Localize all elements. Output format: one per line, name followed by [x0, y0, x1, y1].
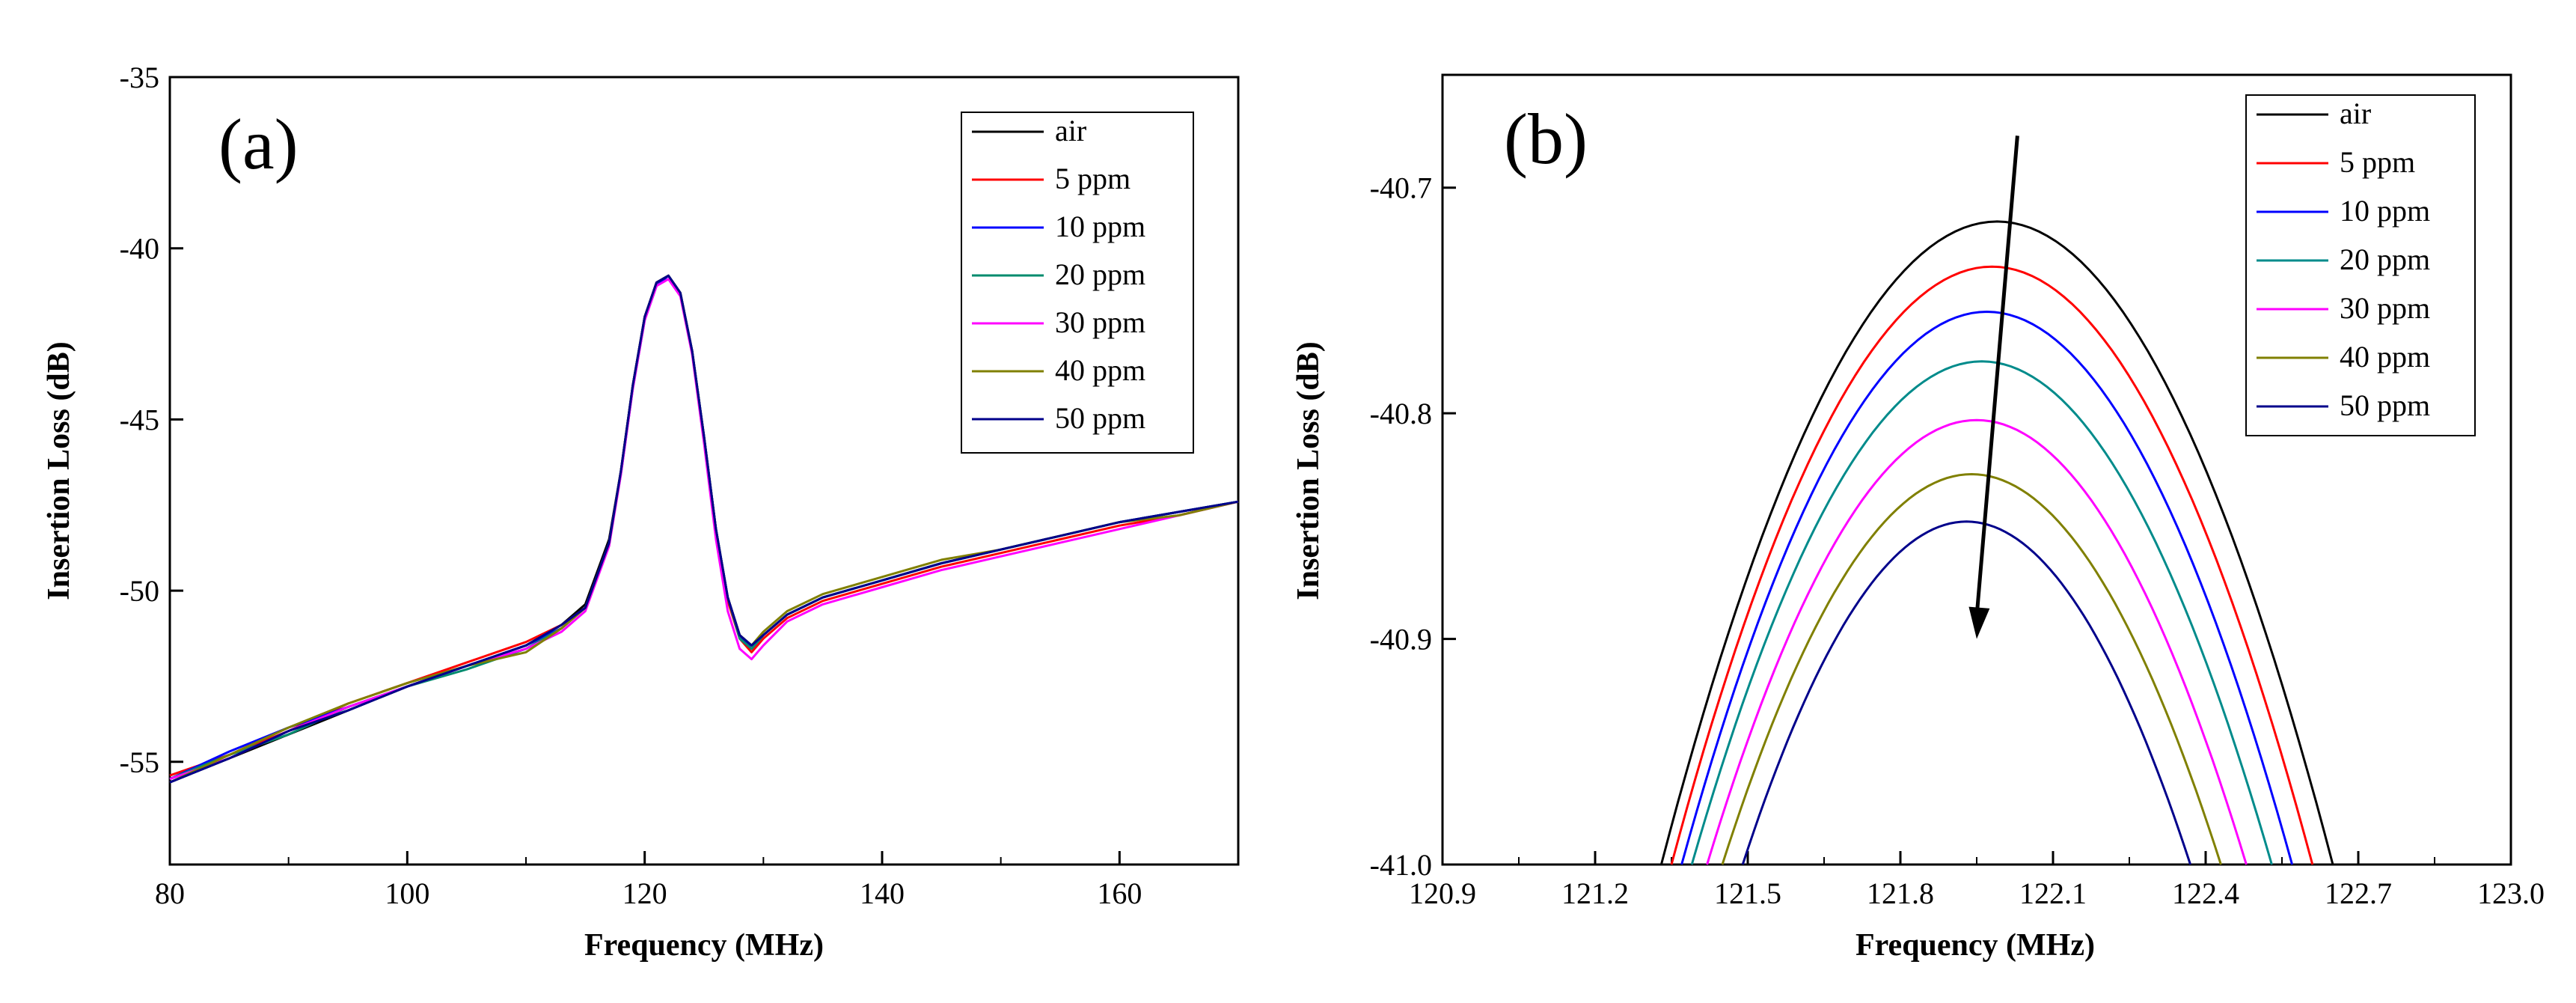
panel-a-ytick-label: -50	[120, 574, 159, 608]
panel-a-ticks: 80 100 120 140 160 -35 -40 -45 -50 -55	[120, 61, 1142, 910]
panel-b-legend-frame	[2245, 94, 2476, 436]
peak-curve-air	[1659, 220, 2334, 865]
panel-b-ytick-label: -40.9	[1370, 623, 1432, 656]
panel-a-legend: air 5 ppm 10 ppm 20 ppm 30 ppm 40 ppm 50 ppm	[961, 112, 1194, 454]
panel-a-ylabel: Insertion Loss (dB)	[42, 341, 76, 600]
panel-a-legend-frame	[961, 112, 1194, 454]
panel-b-legend-entry: 5 ppm	[2340, 145, 2415, 179]
panel-b-legend-entry: 40 ppm	[2340, 340, 2430, 374]
panel-b-xtick-label: 123.0	[2477, 877, 2545, 910]
peak-curve-20-ppm	[1690, 360, 2273, 865]
panel-b-xtick-label: 122.4	[2172, 877, 2239, 910]
panel-a-legend-entry: 40 ppm	[1055, 353, 1145, 387]
panel-b-legend-entry: 50 ppm	[2340, 388, 2430, 422]
panel-a-xtick-label: 80	[155, 877, 185, 910]
panel-a-xtick-label: 120	[622, 877, 667, 910]
panel-b-ytick-label: -41.0	[1370, 848, 1432, 882]
panel-b-legend-entry: 20 ppm	[2340, 243, 2430, 276]
panel-a-series	[169, 274, 1239, 784]
panel-b-xtick-label: 122.1	[2019, 877, 2087, 910]
panel-b-xtick-label: 122.7	[2325, 877, 2392, 910]
panel-a-ytick-label: -35	[120, 61, 159, 94]
panel-b-series	[1659, 220, 2334, 865]
panel-b-ylabel: Insertion Loss (dB)	[1291, 341, 1326, 600]
panel-a-xtick-label: 100	[385, 877, 429, 910]
panel-b-xlabel: Frequency (MHz)	[1855, 928, 2095, 963]
panel-a-legend-entry: 20 ppm	[1055, 257, 1145, 291]
panel-a-xtick-label: 160	[1097, 877, 1142, 910]
panel-a-ytick-label: -45	[120, 403, 159, 436]
series-line-50-ppm	[169, 274, 1239, 784]
panel-a-label: (a)	[218, 104, 299, 184]
peak-curve-40-ppm	[1721, 472, 2222, 865]
panel-b-ytick-label: -40.7	[1370, 171, 1432, 205]
panel-b-legend: air 5 ppm 10 ppm 20 ppm 30 ppm 40 ppm 50 ppm	[2245, 94, 2476, 436]
panel-a-legend-entry: 50 ppm	[1055, 401, 1145, 435]
panel-a: 80 100 120 140 160 -35 -40 -45 -50 -55 (a) Freque…	[42, 61, 1240, 963]
panel-b-xtick-label: 121.5	[1714, 877, 1781, 910]
panel-a-ytick-label: -40	[120, 232, 159, 266]
panel-b-ticks: 120.9 121.2 121.5 121.8 122.1 122.4 122.7 123.0…	[1370, 171, 2545, 910]
panel-b-ytick-label: -40.8	[1370, 397, 1432, 430]
panel-b-legend-entry: 30 ppm	[2340, 291, 2430, 325]
peak-curve-10-ppm	[1680, 310, 2294, 865]
panel-a-legend-entry: 10 ppm	[1055, 210, 1145, 243]
panel-b-arrow	[1968, 135, 2019, 639]
panel-a-xlabel: Frequency (MHz)	[584, 928, 824, 963]
peak-curve-50-ppm	[1741, 520, 2192, 865]
peak-curve-5-ppm	[1670, 265, 2314, 865]
panel-a-ytick-label: -55	[120, 746, 159, 779]
panel-a-frame	[168, 76, 1240, 866]
panel-b-label: (b)	[1504, 99, 1588, 179]
concentration-arrow-head	[1968, 606, 1990, 639]
panel-b: 120.9 121.2 121.5 121.8 122.1 122.4 122.7 123.0…	[1291, 73, 2545, 963]
panel-a-xtick-label: 140	[860, 877, 905, 910]
panel-a-legend-entry: 30 ppm	[1055, 305, 1145, 339]
panel-a-legend-entry: air	[1055, 114, 1086, 147]
panel-b-legend-entry: 10 ppm	[2340, 194, 2430, 228]
panel-b-xtick-label: 120.9	[1409, 877, 1476, 910]
panel-a-legend-entry: 5 ppm	[1055, 162, 1131, 195]
peak-curve-30-ppm	[1706, 418, 2248, 865]
panel-b-xtick-label: 121.8	[1867, 877, 1934, 910]
panel-b-legend-entry: air	[2340, 97, 2371, 130]
concentration-arrow-shaft	[1974, 135, 2019, 617]
panel-b-xtick-label: 121.2	[1561, 877, 1629, 910]
